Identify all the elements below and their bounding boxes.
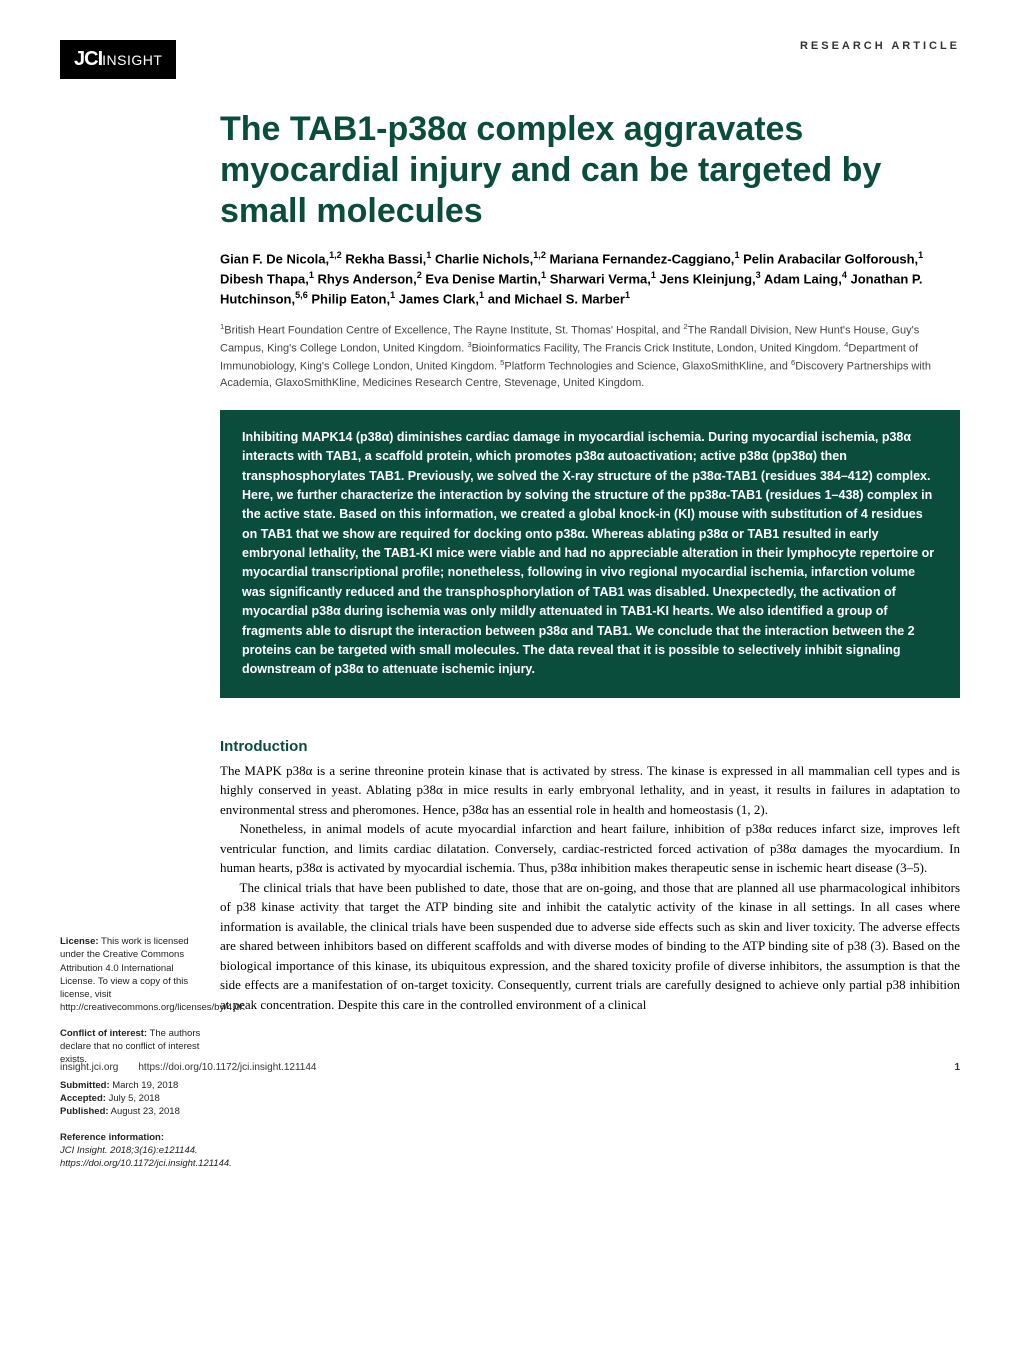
journal-logo: JCIINSIGHT: [60, 40, 176, 79]
article-title: The TAB1-p38α complex aggravates myocard…: [220, 109, 960, 231]
affiliations-list: 1British Heart Foundation Centre of Exce…: [220, 321, 960, 392]
accepted-label: Accepted:: [60, 1093, 106, 1104]
page-container: JCIINSIGHT RESEARCH ARTICLE The TAB1-p38…: [0, 0, 1020, 1103]
license-block: License: This work is licensed under the…: [60, 935, 205, 1015]
conflict-label: Conflict of interest:: [60, 1028, 147, 1039]
metadata-sidebar: License: This work is licensed under the…: [60, 935, 205, 1182]
submitted-date: March 19, 2018: [110, 1080, 179, 1091]
reference-info-block: Reference information: JCI Insight. 2018…: [60, 1131, 205, 1171]
intro-paragraph: The clinical trials that have been publi…: [220, 878, 960, 1015]
submitted-label: Submitted:: [60, 1080, 110, 1091]
refinfo-text: JCI Insight. 2018;3(16):e121144. https:/…: [60, 1144, 205, 1171]
introduction-body: The MAPK p38α is a serine threonine prot…: [220, 761, 960, 1015]
intro-paragraph: Nonetheless, in animal models of acute m…: [220, 819, 960, 878]
logo-main-text: JCI: [74, 48, 102, 70]
conflict-block: Conflict of interest: The authors declar…: [60, 1027, 205, 1067]
license-label: License:: [60, 936, 99, 947]
intro-paragraph: The MAPK p38α is a serine threonine prot…: [220, 761, 960, 820]
published-date: August 23, 2018: [109, 1106, 180, 1117]
section-heading-introduction: Introduction: [220, 738, 960, 755]
article-type-label: RESEARCH ARTICLE: [800, 40, 960, 52]
page-number: 1: [954, 1062, 960, 1073]
license-text: This work is licensed under the Creative…: [60, 936, 245, 1013]
abstract-box: Inhibiting MAPK14 (p38α) diminishes card…: [220, 410, 960, 698]
refinfo-label: Reference information:: [60, 1131, 205, 1144]
dates-block: Submitted: March 19, 2018 Accepted: July…: [60, 1079, 205, 1119]
logo-sub-text: INSIGHT: [102, 52, 162, 68]
accepted-date: July 5, 2018: [106, 1093, 160, 1104]
authors-list: Gian F. De Nicola,1,2 Rekha Bassi,1 Char…: [220, 249, 960, 308]
published-label: Published:: [60, 1106, 109, 1117]
main-content: The TAB1-p38α complex aggravates myocard…: [220, 109, 960, 1014]
page-header: JCIINSIGHT RESEARCH ARTICLE: [60, 40, 960, 79]
